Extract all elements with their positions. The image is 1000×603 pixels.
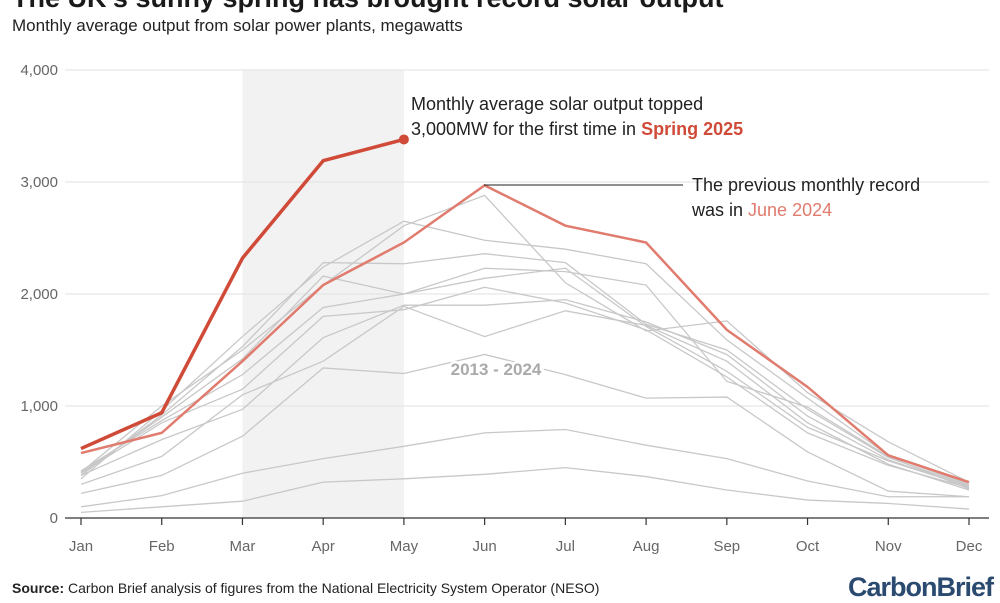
x-tick-label: Feb	[149, 538, 175, 555]
x-tick-label: May	[390, 538, 419, 555]
history-line	[80, 253, 970, 487]
history-line	[80, 194, 970, 483]
source-text: Carbon Brief analysis of figures from th…	[64, 580, 600, 596]
history-line	[80, 353, 970, 498]
history-line	[80, 267, 970, 488]
source-note: Source: Carbon Brief analysis of figures…	[12, 580, 599, 596]
history-line	[80, 466, 970, 514]
chart-subtitle: Monthly average output from solar power …	[12, 16, 463, 35]
x-tick-label: Sep	[713, 538, 740, 555]
y-tick-label: 4,000	[20, 62, 58, 79]
history-line	[80, 298, 970, 488]
history-line	[80, 220, 970, 486]
y-tick-label: 1,000	[20, 398, 58, 415]
source-label: Source:	[12, 580, 65, 596]
series-line-2024	[80, 183, 970, 484]
y-axis: 0 1,000 2,000 3,000 4,000	[20, 62, 58, 527]
x-tick-label: Dec	[956, 538, 983, 555]
y-tick-label: 2,000	[20, 286, 58, 303]
y-tick-label: 3,000	[20, 174, 58, 191]
history-line	[80, 428, 969, 508]
history-label: 2013 - 2024	[451, 360, 542, 379]
x-tick-label: Mar	[230, 538, 256, 555]
x-tick-label: Aug	[633, 538, 660, 555]
x-tick-label: Nov	[875, 538, 902, 555]
x-tick-label: Oct	[796, 538, 820, 555]
history-line	[80, 305, 970, 491]
series-line-2025	[80, 137, 405, 451]
endpoint-2025	[398, 134, 409, 145]
x-tick-label: Jul	[556, 538, 575, 555]
x-tick-label: Apr	[312, 538, 335, 555]
x-axis: Jan Feb Mar Apr May Jun Jul Aug Sep Oct Nov Dec	[65, 517, 989, 555]
annotation-2025: Monthly average solar output topped 3,00…	[411, 94, 743, 139]
history-line	[80, 267, 970, 490]
y-tick-label: 0	[50, 510, 58, 527]
x-tick-label: Jun	[473, 538, 497, 555]
series-lines	[80, 134, 970, 514]
carbonbrief-logo: CarbonBrief	[848, 572, 994, 602]
gridlines	[65, 69, 989, 407]
history-line	[80, 286, 970, 489]
annotation-2024: The previous monthly record was in June …	[691, 175, 925, 220]
x-tick-label: Jan	[69, 538, 93, 555]
chart-title: The UK's sunny spring has brought record…	[12, 0, 723, 14]
